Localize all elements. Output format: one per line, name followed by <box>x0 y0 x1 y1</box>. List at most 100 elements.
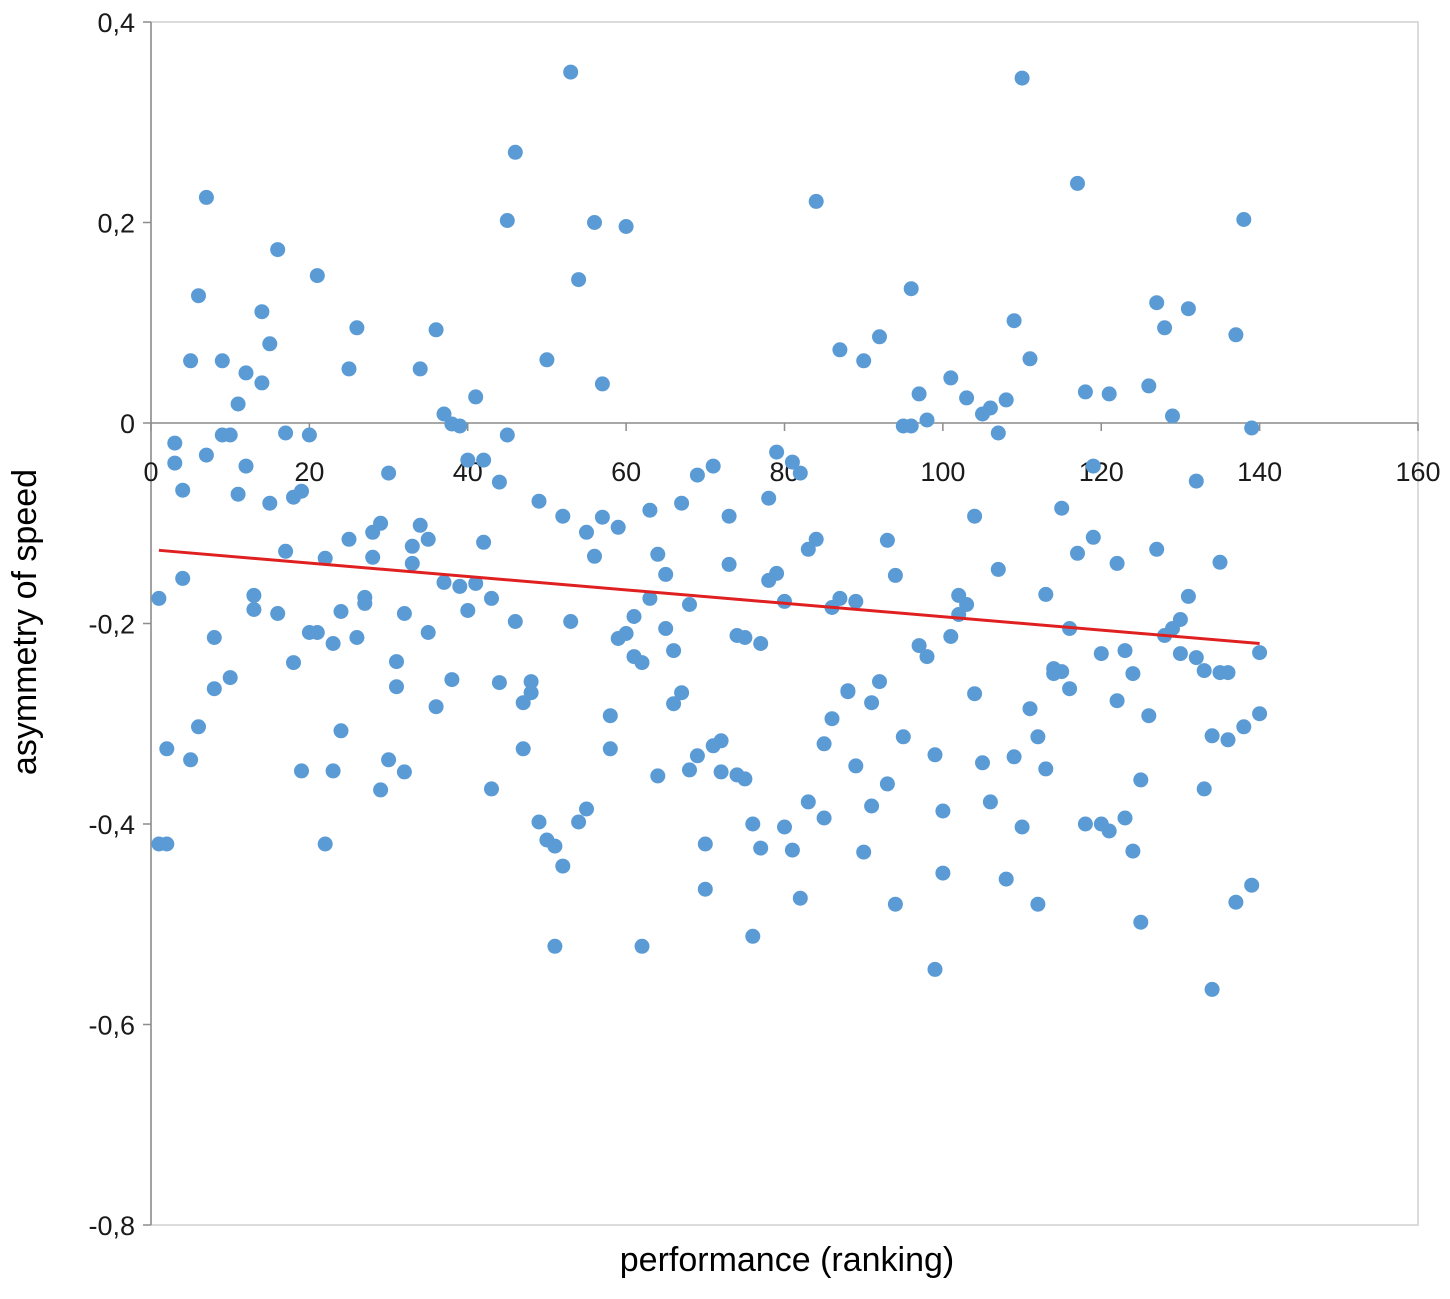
data-point <box>1149 541 1165 557</box>
y-tick-label: -0,8 <box>88 1211 135 1241</box>
data-point <box>990 561 1006 577</box>
data-point <box>515 695 531 711</box>
data-point <box>713 764 729 780</box>
data-point <box>579 524 594 540</box>
trendline-layer <box>158 548 1260 646</box>
data-point <box>1093 646 1109 662</box>
data-point <box>642 502 658 518</box>
data-point <box>309 625 325 640</box>
data-point <box>697 881 713 897</box>
data-point <box>998 871 1014 887</box>
data-point <box>1180 588 1196 604</box>
data-point <box>1252 706 1268 722</box>
data-point <box>523 674 539 690</box>
data-point <box>1212 554 1228 570</box>
y-axis: 0,4 0,2 0 -0,2 -0,4 -0,6 -0,8 <box>88 8 152 1241</box>
x-tick-label: 140 <box>1237 457 1282 487</box>
data-point <box>404 555 420 571</box>
data-point <box>1038 586 1054 602</box>
data-point <box>697 836 713 852</box>
data-point <box>206 630 222 645</box>
data-point <box>1165 408 1180 424</box>
data-point <box>682 762 697 778</box>
data-points <box>151 64 1268 997</box>
data-point <box>1244 420 1260 436</box>
data-point <box>515 741 531 757</box>
data-point <box>317 550 333 566</box>
data-point <box>1204 981 1220 997</box>
data-point <box>1125 666 1141 682</box>
data-point <box>151 590 167 606</box>
data-point <box>848 758 864 774</box>
data-point <box>1188 473 1204 489</box>
trendline <box>158 548 1260 646</box>
data-point <box>183 752 199 768</box>
data-point <box>507 614 523 629</box>
data-point <box>658 621 674 636</box>
data-point <box>460 452 476 468</box>
data-point <box>887 896 903 912</box>
data-point <box>349 320 365 336</box>
data-point <box>777 819 792 835</box>
data-point <box>864 798 880 814</box>
data-point <box>1030 896 1046 912</box>
data-point <box>1022 701 1038 717</box>
x-axis: 0 20 40 60 80 100 120 140 160 <box>143 422 1441 487</box>
data-point <box>444 672 460 688</box>
data-point <box>183 353 199 369</box>
data-point <box>737 771 753 787</box>
data-point <box>848 593 864 609</box>
data-point <box>832 590 848 606</box>
data-point <box>879 532 895 548</box>
data-point <box>222 670 238 686</box>
data-point <box>1141 708 1157 724</box>
data-point <box>1133 772 1149 788</box>
data-point <box>792 465 808 481</box>
data-point <box>1085 458 1101 474</box>
data-point <box>325 636 341 651</box>
data-point <box>1236 719 1252 735</box>
data-point <box>333 604 349 619</box>
data-point <box>689 748 705 764</box>
data-point <box>563 614 579 629</box>
data-point <box>967 686 983 702</box>
data-point <box>579 801 594 817</box>
data-point <box>198 447 214 463</box>
data-point <box>753 840 769 856</box>
data-point <box>349 630 365 645</box>
data-point <box>982 400 998 416</box>
data-point <box>547 938 563 954</box>
data-point <box>1085 529 1101 545</box>
y-tick-label: -0,4 <box>88 810 135 840</box>
data-point <box>1204 728 1220 744</box>
data-point <box>745 816 761 832</box>
data-point <box>982 794 998 810</box>
data-point <box>539 352 555 368</box>
data-point <box>1188 650 1204 666</box>
data-point <box>309 268 325 284</box>
data-point <box>895 729 911 745</box>
data-point <box>238 365 254 381</box>
data-point <box>856 844 872 860</box>
data-point <box>1014 819 1030 835</box>
data-point <box>998 392 1014 408</box>
data-point <box>769 565 785 581</box>
data-point <box>959 390 975 406</box>
data-point <box>507 144 523 160</box>
data-point <box>1141 378 1157 394</box>
data-point <box>927 747 943 763</box>
data-point <box>230 396 246 412</box>
data-point <box>777 593 792 609</box>
data-point <box>571 272 587 288</box>
data-point <box>389 654 404 670</box>
data-point <box>800 541 816 557</box>
data-point <box>206 681 222 697</box>
data-point <box>1117 810 1133 826</box>
data-point <box>254 375 270 391</box>
data-point <box>943 629 959 644</box>
data-point <box>167 435 183 451</box>
x-tick-label: 60 <box>611 457 641 487</box>
data-point <box>1172 646 1188 662</box>
data-point <box>460 603 476 618</box>
data-point <box>784 842 800 858</box>
